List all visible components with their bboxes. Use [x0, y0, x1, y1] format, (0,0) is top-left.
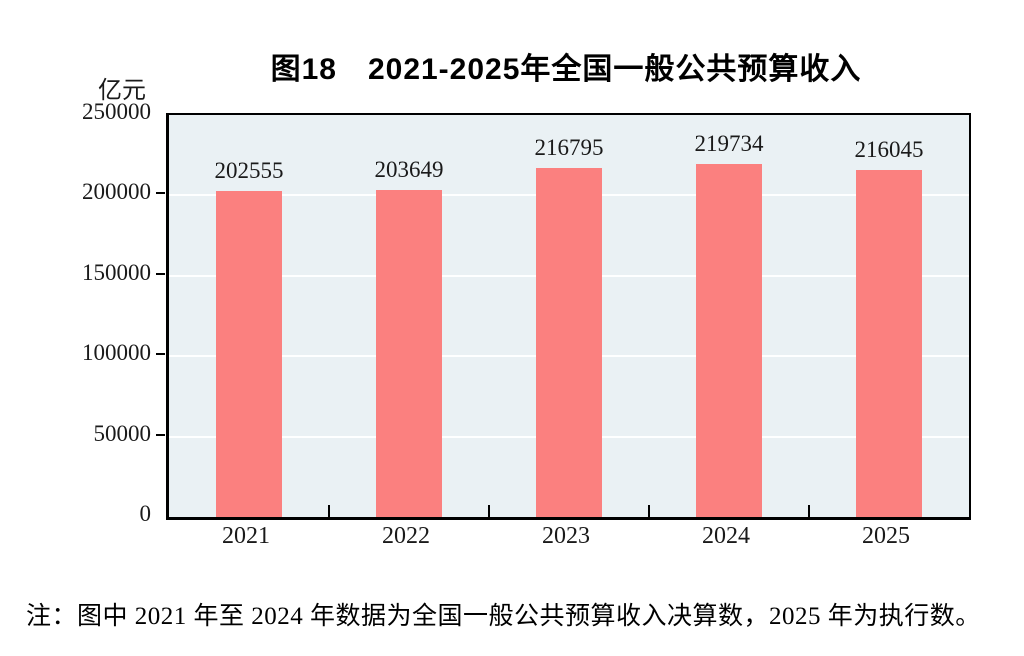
bar-2025 — [856, 169, 922, 517]
chart-title: 图18 2021-2025年全国一般公共预算收入 — [270, 53, 862, 86]
y-axis-tick — [156, 272, 165, 275]
bar-value-label: 202555 — [214, 158, 284, 184]
x-axis-label-2023: 2023 — [542, 523, 590, 549]
chart-footnote: 注：图中 2021 年至 2024 年数据为全国一般公共预算收入决算数，2025… — [26, 603, 981, 630]
x-axis-tick — [488, 505, 490, 517]
x-axis-tick — [328, 505, 330, 517]
bar-2023 — [536, 168, 602, 517]
y-axis-tick-label: 150000 — [82, 259, 151, 285]
y-axis-tick-label: 100000 — [82, 340, 151, 366]
y-axis-unit-label: 亿元 — [98, 78, 146, 104]
bar-2021 — [216, 191, 282, 517]
x-axis-label-2025: 2025 — [862, 523, 910, 549]
bar-2024 — [696, 163, 762, 517]
y-axis-tick-label: 200000 — [82, 179, 151, 205]
bar-value-label: 203649 — [374, 156, 444, 182]
x-axis-label-2022: 2022 — [382, 523, 430, 549]
x-axis-label-2021: 2021 — [222, 523, 270, 549]
x-axis-labels: 2021 2022 2023 2024 2025 — [166, 523, 966, 550]
bar-value-label: 219734 — [694, 130, 764, 156]
y-axis-tick-label: 50000 — [93, 420, 152, 446]
x-axis-tick — [648, 505, 650, 517]
bar-2022 — [376, 189, 442, 517]
plot-area: 202555 203649 216795 219734 216045 — [166, 113, 971, 520]
y-axis-tick — [156, 353, 165, 356]
bar-value-label: 216795 — [534, 135, 604, 161]
y-axis-tick-label: 0 — [139, 501, 152, 526]
x-axis-tick — [808, 505, 810, 517]
x-axis-label-2024: 2024 — [702, 523, 750, 549]
y-axis-tick — [156, 192, 165, 195]
y-axis-tick-label: 250000 — [82, 99, 151, 124]
bar-value-label: 216045 — [854, 136, 924, 162]
y-axis-tick — [156, 433, 165, 436]
